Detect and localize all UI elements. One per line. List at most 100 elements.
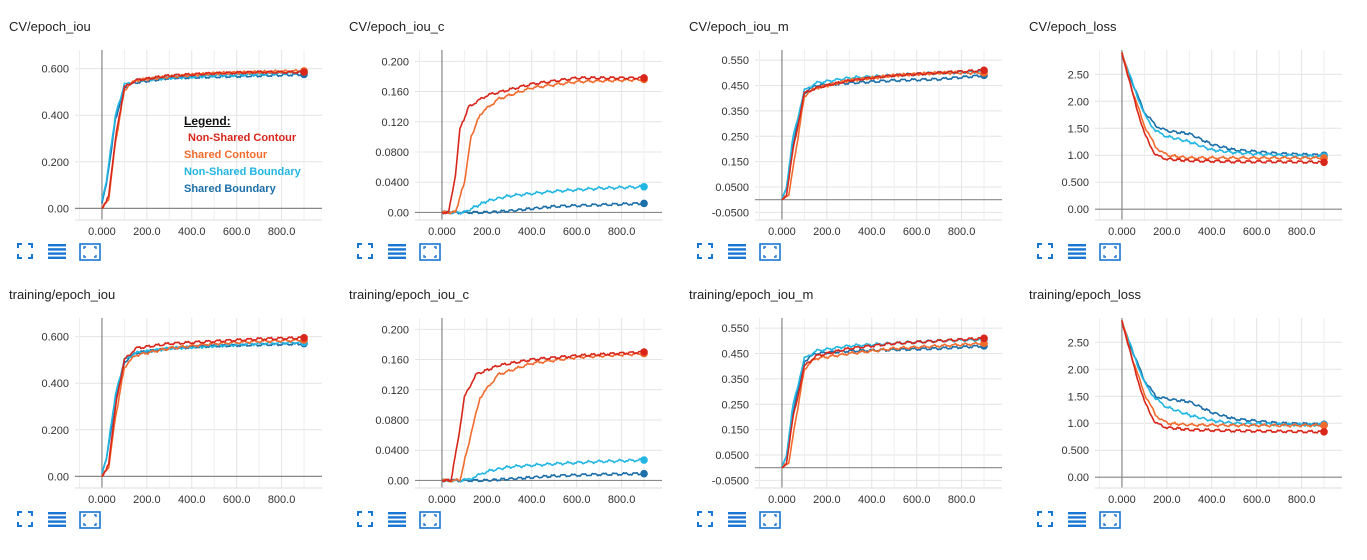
series-end-marker <box>640 74 648 82</box>
series-line <box>441 471 645 483</box>
series-line <box>441 351 645 483</box>
x-tick-label: 200.0 <box>133 226 161 238</box>
list-icon[interactable] <box>727 243 747 263</box>
fit-domain-icon[interactable] <box>419 511 441 531</box>
series-end-marker <box>640 182 648 191</box>
list-icon[interactable] <box>1067 511 1087 531</box>
x-tick-label: 200.0 <box>133 494 161 506</box>
chart-plot[interactable]: -0.0500 0.0500 0.150 0.250 0.350 0.450 0.550 0.… <box>680 308 1010 508</box>
chart-panel: CV/epoch_iou_m -0.0500 0.0500 0.150 0.250 0.3… <box>680 8 1010 270</box>
series-line <box>1121 319 1325 428</box>
series-end-marker <box>640 348 648 356</box>
x-tick-label: 400.0 <box>1198 226 1226 238</box>
y-tick-label: 0.500 <box>1061 445 1089 457</box>
list-icon[interactable] <box>387 511 407 531</box>
y-tick-label: 0.160 <box>381 355 409 367</box>
y-tick-label: 2.50 <box>1068 69 1089 81</box>
chart-title: CV/epoch_iou <box>9 19 91 34</box>
y-tick-label: 0.200 <box>41 157 69 169</box>
chart-plot[interactable]: -0.0500 0.0500 0.150 0.250 0.350 0.450 0.550 0.… <box>680 40 1010 240</box>
x-tick-label: 200.0 <box>1153 494 1181 506</box>
y-tick-label: 0.0800 <box>375 415 409 427</box>
list-icon[interactable] <box>387 243 407 263</box>
chart-plot[interactable]: 0.00 0.200 0.400 0.600 0.000 200.0 400.0 600.0 8… <box>0 308 330 508</box>
x-tick-label: 200.0 <box>813 226 841 238</box>
chart-plot[interactable]: 0.00 0.0400 0.0800 0.120 0.160 0.200 0.000 200.… <box>340 40 670 240</box>
x-tick-label: 200.0 <box>813 494 841 506</box>
fit-domain-icon[interactable] <box>759 511 781 531</box>
y-tick-label: 0.0400 <box>375 445 409 457</box>
chart-title: training/epoch_iou_m <box>689 287 814 302</box>
x-tick-label: 0.000 <box>768 226 796 238</box>
x-tick-label: 400.0 <box>518 226 546 238</box>
y-tick-label: 0.0800 <box>375 147 409 159</box>
series-end-marker <box>640 456 648 464</box>
list-icon[interactable] <box>47 511 67 531</box>
x-tick-label: 200.0 <box>1153 226 1181 238</box>
series-line <box>101 336 305 477</box>
chart-panel: training/epoch_iou_m -0.0500 0.0500 0.150 0.… <box>680 276 1010 538</box>
x-tick-label: 600.0 <box>223 226 251 238</box>
y-tick-label: 0.350 <box>721 106 749 118</box>
series-line <box>441 77 645 215</box>
series-end-marker <box>300 68 308 76</box>
chart-panel: training/epoch_iou 0.00 0.200 0.400 0.600 0.0… <box>0 276 330 538</box>
x-tick-label: 0.000 <box>88 226 116 238</box>
chart-title: training/epoch_loss <box>1029 287 1142 302</box>
fit-domain-icon[interactable] <box>759 243 781 263</box>
y-tick-label: 0.150 <box>721 157 749 169</box>
fullscreen-icon[interactable] <box>697 243 717 263</box>
fit-domain-icon[interactable] <box>419 243 441 263</box>
series-line <box>781 337 985 468</box>
series-line <box>1121 51 1325 161</box>
chart-title: CV/epoch_iou_m <box>689 19 789 34</box>
y-tick-label: 0.00 <box>1068 204 1089 216</box>
series-end-marker <box>640 469 648 478</box>
fullscreen-icon[interactable] <box>1037 243 1057 263</box>
x-tick-label: 0.000 <box>1108 226 1136 238</box>
fullscreen-icon[interactable] <box>1037 511 1057 531</box>
y-tick-label: 1.50 <box>1068 391 1089 403</box>
chart-plot[interactable]: 0.00 0.500 1.00 1.50 2.00 2.50 0.000 200.0 400.0… <box>1020 308 1350 508</box>
fullscreen-icon[interactable] <box>357 243 377 263</box>
y-tick-label: 0.200 <box>381 56 409 68</box>
list-icon[interactable] <box>47 243 67 263</box>
y-tick-label: 0.250 <box>721 131 749 143</box>
fullscreen-icon[interactable] <box>17 243 37 263</box>
chart-plot[interactable]: 0.00 0.500 1.00 1.50 2.00 2.50 0.000 200.0 400.0… <box>1020 40 1350 240</box>
x-tick-label: 600.0 <box>563 494 591 506</box>
x-tick-label: 800.0 <box>1288 494 1316 506</box>
series-line <box>1121 51 1325 159</box>
x-tick-label: 600.0 <box>223 494 251 506</box>
x-tick-label: 800.0 <box>948 226 976 238</box>
series-end-marker <box>1320 428 1328 436</box>
y-tick-label: 1.50 <box>1068 123 1089 135</box>
y-tick-label: 0.550 <box>721 55 749 67</box>
x-tick-label: 800.0 <box>608 226 636 238</box>
fit-domain-icon[interactable] <box>79 243 101 263</box>
x-tick-label: 800.0 <box>268 494 296 506</box>
chart-plot[interactable]: 0.00 0.200 0.400 0.600 0.000 200.0 400.0 600.0 8… <box>0 40 330 240</box>
x-tick-label: 600.0 <box>903 226 931 238</box>
fit-domain-icon[interactable] <box>1099 511 1121 531</box>
y-tick-label: 0.00 <box>48 471 69 483</box>
y-tick-label: 0.600 <box>41 332 69 344</box>
x-tick-label: 400.0 <box>858 494 886 506</box>
list-icon[interactable] <box>727 511 747 531</box>
series-line <box>1121 54 1325 157</box>
fullscreen-icon[interactable] <box>697 511 717 531</box>
fit-domain-icon[interactable] <box>79 511 101 531</box>
series-line <box>441 457 645 483</box>
list-icon[interactable] <box>1067 243 1087 263</box>
fullscreen-icon[interactable] <box>357 511 377 531</box>
y-tick-label: 0.550 <box>721 323 749 335</box>
series-line <box>1121 322 1325 426</box>
series-line <box>1121 52 1325 164</box>
y-tick-label: 0.400 <box>41 378 69 390</box>
chart-title: CV/epoch_loss <box>1029 19 1117 34</box>
series-line <box>441 201 645 215</box>
chart-plot[interactable]: 0.00 0.0400 0.0800 0.120 0.160 0.200 0.000 200.… <box>340 308 670 508</box>
fit-domain-icon[interactable] <box>1099 243 1121 263</box>
series-line <box>1121 320 1325 434</box>
fullscreen-icon[interactable] <box>17 511 37 531</box>
